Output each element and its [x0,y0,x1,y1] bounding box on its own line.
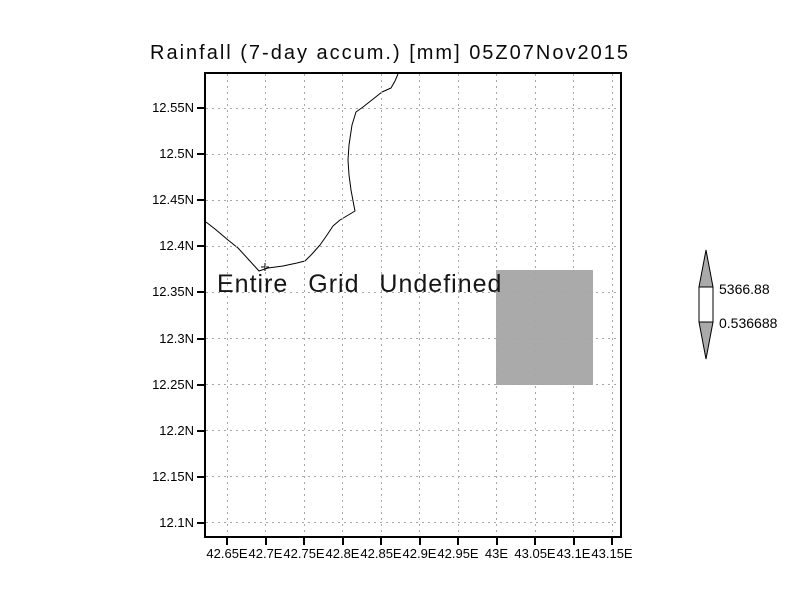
gridline-vertical [611,74,613,536]
gridline-horizontal [206,107,620,109]
y-axis-tick [197,429,204,432]
colorbar-arrow-up-icon [698,249,714,288]
x-axis-tick [457,538,459,545]
y-axis-tick [197,199,204,202]
x-tick-label: 43E [484,546,509,561]
colorbar [698,249,714,360]
x-tick-label: 43.1E [556,546,591,561]
x-axis-tick [495,538,498,545]
colorbar-arrow-down-icon [698,321,714,360]
y-tick-label: 12.45N [152,192,194,208]
x-tick-label: 42.95E [437,546,479,561]
gridline-vertical [573,74,574,536]
colorbar-max-label: 5366.88 [719,281,770,297]
x-tick-label: 43.15E [591,546,633,561]
y-axis-tick [197,245,204,248]
y-axis-tick [197,521,204,524]
y-tick-label: 12.35N [152,284,194,300]
y-tick-label: 12.55N [152,100,194,115]
gridline-vertical [457,74,459,536]
x-axis-tick [303,538,305,545]
gridline-horizontal [206,384,620,386]
x-tick-label: 42.9E [402,546,437,561]
y-tick-label: 12.3N [159,330,194,346]
gridline-horizontal [206,291,620,293]
y-tick-label: 12.2N [159,422,194,438]
gridline-vertical [342,74,343,536]
x-axis-tick [341,538,344,545]
x-axis-tick [380,538,382,545]
colorbar-box [698,286,714,323]
map-svg [206,74,593,385]
gridline-horizontal [206,476,620,478]
colorbar-min-label: 0.536688 [719,315,778,331]
y-tick-label: 12.1N [159,514,194,530]
gridline-vertical [419,74,420,536]
y-axis-tick [197,153,204,156]
gridline-horizontal [206,430,620,432]
gridline-vertical [265,74,266,536]
gridline-vertical [534,74,536,536]
gridline-horizontal [206,338,620,340]
gridline-horizontal [206,153,620,155]
gridline-vertical [496,74,497,536]
y-tick-label: 12.5N [159,146,194,162]
x-tick-label: 42.65E [206,546,248,561]
gridline-horizontal [206,245,620,247]
undefined-status-text: Entire Grid Undefined [217,270,503,298]
x-tick-label: 43.05E [514,546,556,561]
gridline-horizontal [206,199,620,201]
gridline-horizontal [206,522,620,524]
x-axis-tick [264,538,267,545]
plot-area [206,74,620,536]
x-tick-label: 42.8E [325,546,360,561]
y-axis-tick [197,107,204,109]
map-frame [204,72,622,538]
y-tick-label: 12.15N [152,468,194,484]
undefined-region [496,270,593,385]
x-axis-tick [611,538,613,545]
gridline-vertical [226,74,228,536]
y-tick-label: 12.25N [152,376,194,392]
y-axis-tick [197,291,204,294]
x-axis-tick [226,538,228,545]
gridline-vertical [303,74,305,536]
coastline-path [206,74,399,272]
x-tick-label: 42.75E [283,546,325,561]
y-axis-tick [197,475,204,478]
x-axis-tick [534,538,536,545]
x-axis-tick [572,538,575,545]
x-tick-label: 42.85E [360,546,402,561]
x-tick-label: 42.7E [248,546,283,561]
y-axis-tick [197,383,204,386]
x-axis-tick [418,538,421,545]
y-axis-tick [197,337,204,340]
y-tick-label: 12.4N [159,238,194,254]
page-title: Rainfall (7-day accum.) [mm] 05Z07Nov201… [150,42,630,64]
gridline-vertical [380,74,382,536]
